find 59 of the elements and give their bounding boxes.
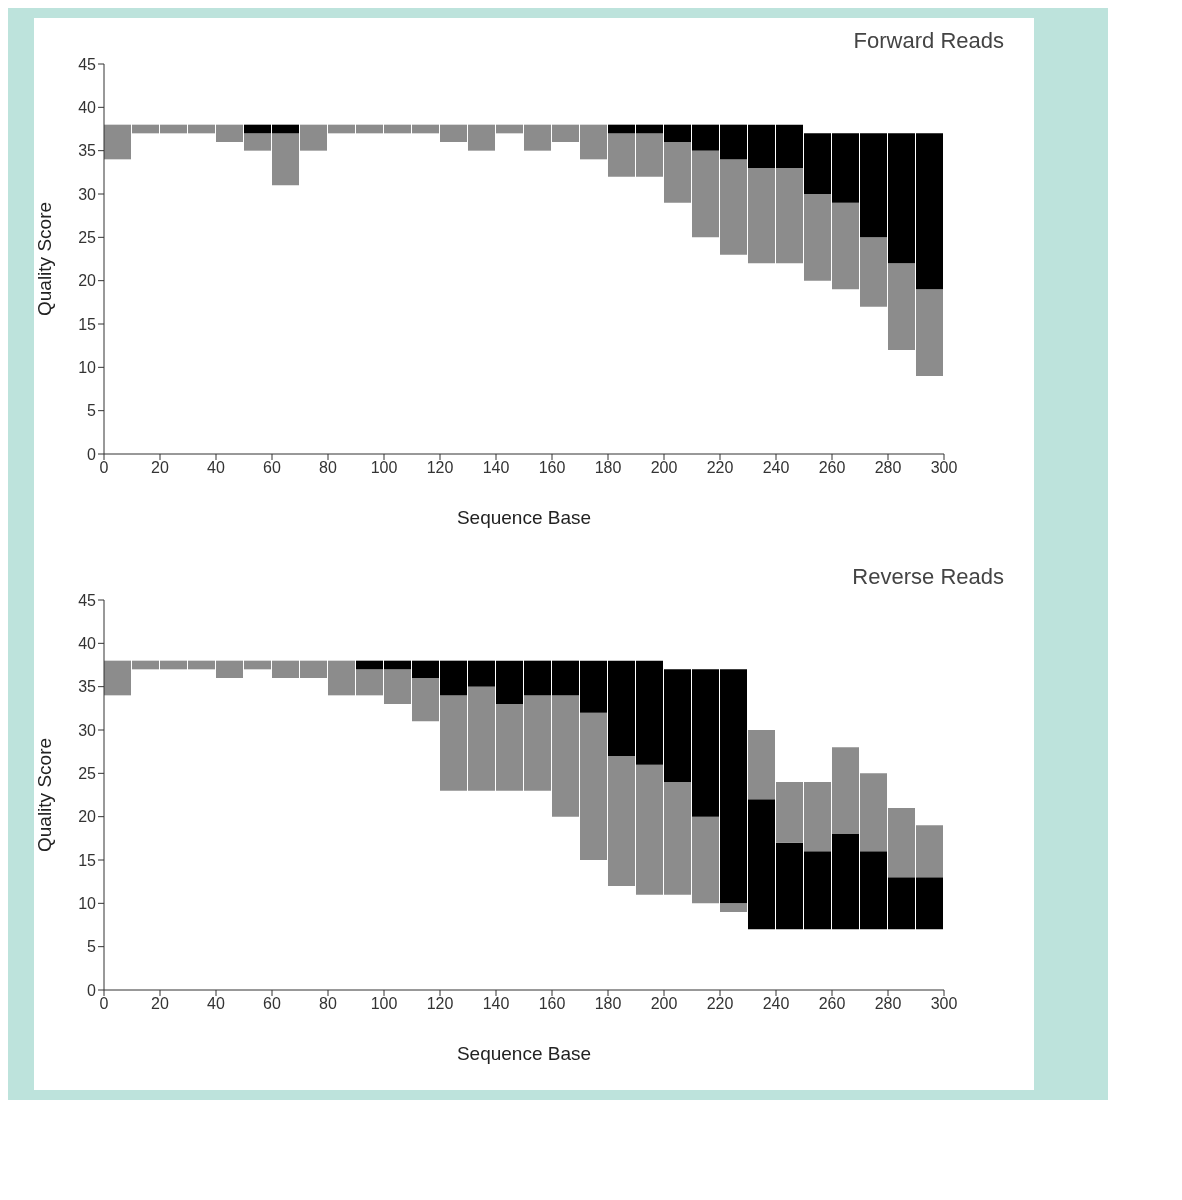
x-tick-label: 200 bbox=[650, 459, 678, 477]
x-tick-label: 220 bbox=[706, 995, 734, 1013]
x-tick-label: 260 bbox=[818, 459, 846, 477]
y-tick-label: 35 bbox=[78, 678, 97, 696]
chart-title: Reverse Reads bbox=[851, 563, 1005, 590]
x-tick-label: 280 bbox=[874, 995, 902, 1013]
y-tick-label: 20 bbox=[78, 808, 97, 826]
x-tick-label: 120 bbox=[426, 995, 454, 1013]
bar bbox=[720, 903, 747, 912]
x-tick-label: 80 bbox=[319, 995, 337, 1013]
x-tick-label: 0 bbox=[99, 459, 109, 477]
y-axis-title: Quality Score bbox=[33, 737, 55, 853]
x-tick-label: 80 bbox=[319, 459, 337, 477]
x-tick-label: 100 bbox=[370, 995, 398, 1013]
y-tick-label: 30 bbox=[78, 721, 97, 739]
y-tick-label: 20 bbox=[78, 272, 97, 290]
y-tick-label: 40 bbox=[78, 99, 97, 117]
y-tick-label: 10 bbox=[78, 895, 97, 913]
y-tick-label: 25 bbox=[78, 229, 97, 247]
x-tick-label: 40 bbox=[207, 459, 225, 477]
y-tick-label: 0 bbox=[87, 981, 97, 999]
y-axis-title: Quality Score bbox=[33, 201, 55, 317]
x-tick-label: 160 bbox=[538, 995, 566, 1013]
x-tick-label: 140 bbox=[482, 459, 510, 477]
x-tick-label: 20 bbox=[151, 459, 169, 477]
y-tick-label: 40 bbox=[78, 635, 97, 653]
x-tick-label: 60 bbox=[263, 995, 281, 1013]
x-axis-title: Sequence Base bbox=[456, 507, 592, 528]
x-tick-label: 280 bbox=[874, 459, 902, 477]
x-tick-label: 240 bbox=[762, 459, 790, 477]
x-tick-label: 200 bbox=[650, 995, 678, 1013]
chart-title: Forward Reads bbox=[852, 27, 1005, 54]
x-tick-label: 0 bbox=[99, 995, 109, 1013]
x-tick-label: 160 bbox=[538, 459, 566, 477]
x-tick-label: 20 bbox=[151, 995, 169, 1013]
y-tick-label: 10 bbox=[78, 359, 97, 377]
x-tick-label: 40 bbox=[207, 995, 225, 1013]
x-tick-label: 140 bbox=[482, 995, 510, 1013]
y-tick-label: 25 bbox=[78, 765, 97, 783]
x-tick-label: 300 bbox=[930, 995, 958, 1013]
x-tick-label: 180 bbox=[594, 459, 622, 477]
x-tick-label: 180 bbox=[594, 995, 622, 1013]
y-tick-label: 15 bbox=[78, 851, 97, 869]
x-axis-title: Sequence Base bbox=[456, 1043, 592, 1064]
y-tick-label: 30 bbox=[78, 185, 97, 203]
y-tick-label: 45 bbox=[78, 591, 97, 609]
x-tick-label: 100 bbox=[370, 459, 398, 477]
y-tick-label: 5 bbox=[87, 938, 97, 956]
y-tick-label: 45 bbox=[78, 55, 97, 73]
y-tick-label: 0 bbox=[87, 445, 97, 463]
x-tick-label: 120 bbox=[426, 459, 454, 477]
y-tick-label: 15 bbox=[78, 315, 97, 333]
x-tick-label: 300 bbox=[930, 459, 958, 477]
x-tick-label: 220 bbox=[706, 459, 734, 477]
y-tick-label: 35 bbox=[78, 142, 97, 160]
x-tick-label: 260 bbox=[818, 995, 846, 1013]
y-tick-label: 5 bbox=[87, 402, 97, 420]
x-tick-label: 60 bbox=[263, 459, 281, 477]
x-tick-label: 240 bbox=[762, 995, 790, 1013]
